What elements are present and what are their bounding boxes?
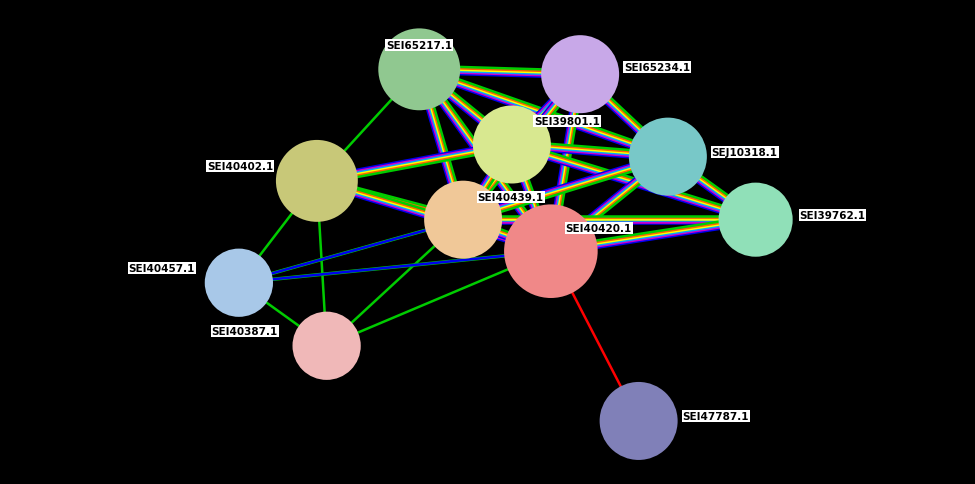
Ellipse shape — [292, 312, 361, 380]
Text: SEI40457.1: SEI40457.1 — [129, 264, 195, 273]
Text: SEI65234.1: SEI65234.1 — [624, 63, 690, 73]
Ellipse shape — [473, 106, 551, 184]
Ellipse shape — [541, 36, 619, 114]
Text: SEI47787.1: SEI47787.1 — [682, 411, 749, 421]
Text: SEI39801.1: SEI39801.1 — [534, 117, 601, 127]
Text: SEI40402.1: SEI40402.1 — [207, 162, 273, 172]
Text: SEI39762.1: SEI39762.1 — [800, 211, 866, 220]
Ellipse shape — [600, 382, 678, 460]
Text: SEI40387.1: SEI40387.1 — [212, 327, 278, 336]
Ellipse shape — [205, 249, 273, 317]
Ellipse shape — [719, 183, 793, 257]
Ellipse shape — [424, 182, 502, 259]
Text: SEJ10318.1: SEJ10318.1 — [712, 148, 778, 157]
Ellipse shape — [378, 30, 460, 111]
Text: SEI40439.1: SEI40439.1 — [478, 193, 544, 202]
Text: SEI65217.1: SEI65217.1 — [386, 41, 452, 51]
Ellipse shape — [276, 141, 358, 222]
Text: SEI40420.1: SEI40420.1 — [566, 224, 632, 233]
Ellipse shape — [629, 119, 707, 196]
Ellipse shape — [504, 205, 598, 298]
